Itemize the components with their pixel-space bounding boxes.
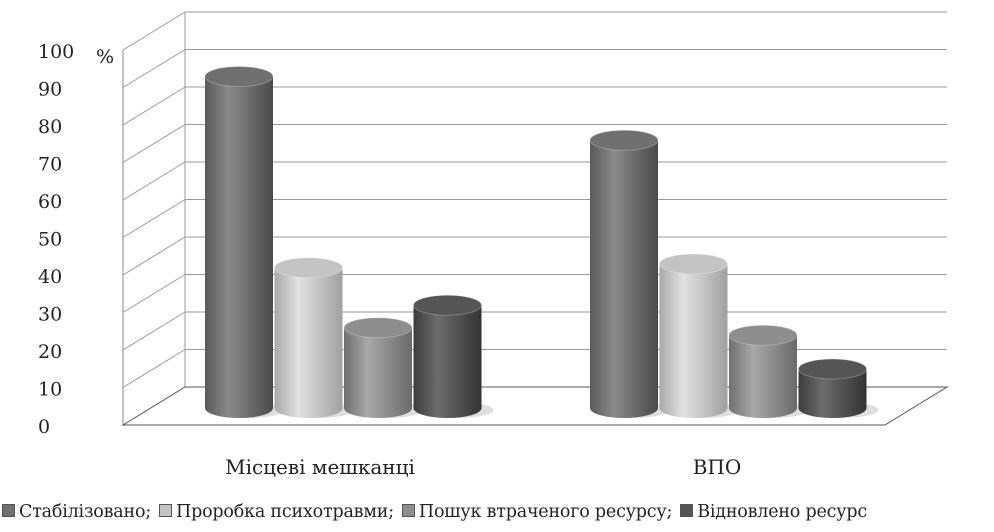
gridline-side — [122, 349, 186, 388]
legend-item: Проробка психотравми; — [159, 502, 394, 522]
gridline-side — [122, 124, 186, 163]
bar-body — [274, 267, 343, 418]
legend-swatch — [159, 504, 173, 517]
category-label: ВПО — [693, 455, 742, 479]
legend-swatch — [680, 504, 694, 517]
bar-top — [798, 358, 867, 380]
gridline-side — [122, 161, 186, 201]
legend-swatch — [2, 504, 15, 517]
legend-label: Відновлено ресурс — [697, 502, 867, 522]
legend: Стабілізовано; Проробка психотравми; Пошук… — [2, 502, 992, 522]
bar-body — [798, 369, 867, 418]
y-unit-label: % — [96, 46, 114, 68]
y-tick-label: 80 — [38, 116, 62, 138]
y-tick-label: 30 — [38, 304, 62, 326]
bar — [413, 294, 494, 418]
gridline-side — [122, 86, 186, 126]
gridline-side — [122, 11, 186, 51]
bar-top — [589, 129, 659, 151]
gridline-side — [122, 49, 186, 88]
category-labels: Місцеві мешканці ВПО — [225, 455, 741, 479]
bar-body — [729, 335, 797, 418]
y-tick-label: 40 — [38, 266, 62, 288]
y-tick-label: 0 — [38, 416, 50, 438]
bar-top — [343, 317, 413, 339]
bar-top — [204, 66, 274, 87]
gridline-side — [122, 311, 186, 351]
bar-top — [728, 324, 798, 346]
gridline-side — [122, 236, 186, 276]
y-tick-label: 10 — [38, 379, 62, 401]
legend-item: Стабілізовано; — [2, 502, 151, 522]
bar-top — [413, 294, 482, 316]
bar — [798, 358, 879, 418]
legend-label: Проробка психотравми; — [176, 502, 394, 522]
legend-swatch — [401, 504, 415, 517]
bar — [589, 129, 670, 418]
y-tick-label: 90 — [38, 79, 62, 101]
bar-body — [659, 264, 728, 418]
bar-body — [205, 76, 273, 418]
legend-label: Стабілізовано; — [19, 502, 152, 522]
bar-top — [659, 253, 728, 275]
axes — [122, 12, 186, 425]
bar — [274, 257, 355, 418]
gridline-side — [122, 199, 186, 238]
y-tick-label: 70 — [38, 154, 62, 176]
y-tick-label: 50 — [38, 229, 62, 251]
legend-item: Пошук втраченого ресурсу; — [401, 502, 673, 522]
y-tick-label: 60 — [38, 191, 62, 213]
bar — [343, 317, 424, 418]
bar-body — [590, 140, 658, 418]
y-tick-labels: 0 10 20 30 40 50 60 70 80 90 100 — [38, 41, 74, 438]
bar-body — [344, 327, 412, 418]
bars — [204, 66, 879, 418]
bar — [728, 324, 809, 418]
y-tick-label: 20 — [38, 341, 62, 363]
y-tick-label: 100 — [38, 41, 74, 63]
legend-item: Відновлено ресурс — [680, 502, 867, 522]
bar — [204, 66, 285, 418]
legend-label: Пошук втраченого ресурсу; — [418, 502, 673, 522]
gridline-side — [122, 274, 186, 313]
bar — [659, 253, 740, 418]
bar-top — [274, 257, 343, 279]
bar-body — [413, 305, 482, 418]
category-label: Місцеві мешканці — [225, 455, 415, 479]
